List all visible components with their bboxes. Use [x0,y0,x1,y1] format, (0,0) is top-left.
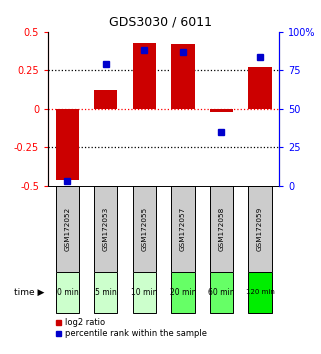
Text: GSM172058: GSM172058 [219,207,224,251]
Text: 60 min: 60 min [208,288,235,297]
Text: GSM172052: GSM172052 [65,207,70,251]
Bar [133,272,156,313]
Text: 120 min: 120 min [246,289,274,295]
Bar [94,186,117,272]
Bar [94,272,117,313]
Text: time ▶: time ▶ [14,288,44,297]
Text: 20 min: 20 min [170,288,196,297]
Bar [171,44,195,109]
Bar [210,186,233,272]
Bar [210,109,233,112]
Text: 0 min: 0 min [56,288,78,297]
Bar [56,186,79,272]
Text: GDS3030 / 6011: GDS3030 / 6011 [109,16,212,29]
Bar [133,42,156,109]
Bar [248,186,272,272]
Bar [248,272,272,313]
Text: GSM172059: GSM172059 [257,207,263,251]
Legend: log2 ratio, percentile rank within the sample: log2 ratio, percentile rank within the s… [52,315,210,342]
Bar [56,109,79,180]
Text: GSM172057: GSM172057 [180,207,186,251]
Text: GSM172055: GSM172055 [142,207,147,251]
Bar [171,272,195,313]
Bar [94,90,117,109]
Bar [210,272,233,313]
Bar [248,67,272,109]
Text: 5 min: 5 min [95,288,117,297]
Bar [56,272,79,313]
Bar [171,186,195,272]
Text: 10 min: 10 min [131,288,158,297]
Text: GSM172053: GSM172053 [103,207,109,251]
Bar [133,186,156,272]
